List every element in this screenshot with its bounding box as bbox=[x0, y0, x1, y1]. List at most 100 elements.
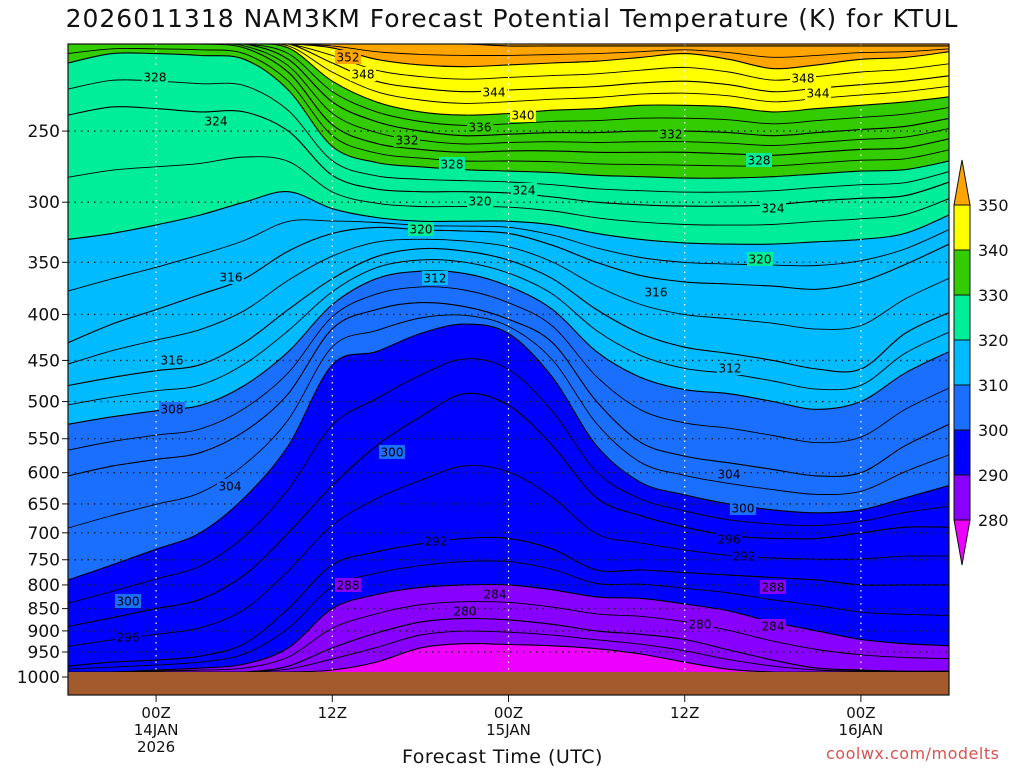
y-tick-label: 500 bbox=[28, 393, 60, 413]
y-tick-label: 400 bbox=[28, 305, 60, 325]
contour-label: 296 bbox=[117, 631, 140, 645]
colorbar-segment bbox=[953, 204, 971, 251]
contour-label: 312 bbox=[719, 362, 742, 376]
y-tick-label: 850 bbox=[28, 600, 60, 620]
y-tick-label: 700 bbox=[28, 524, 60, 544]
isentrope-line bbox=[68, 314, 949, 529]
x-tick-label: 2026 bbox=[137, 738, 175, 756]
contour-label: 292 bbox=[425, 535, 448, 549]
isentrope-line bbox=[68, 47, 949, 167]
colorbar-label: 350 bbox=[978, 196, 1009, 215]
contour-label: 284 bbox=[762, 620, 785, 634]
y-tick-label: 800 bbox=[28, 576, 60, 596]
isentrope-line bbox=[68, 301, 949, 478]
colorbar-segment bbox=[953, 429, 971, 476]
contour-label-bg bbox=[730, 501, 756, 515]
isentrope-line bbox=[68, 286, 949, 451]
contour-label-bg bbox=[716, 532, 742, 546]
x-tick-label: 12Z bbox=[670, 704, 699, 722]
y-tick-label: 750 bbox=[28, 551, 60, 571]
isentrope-line bbox=[68, 392, 949, 628]
credit-link[interactable]: coolwx.com/modelts bbox=[826, 744, 1000, 763]
contour-label: 316 bbox=[161, 354, 184, 368]
contour-label-bg bbox=[218, 270, 244, 284]
y-tick-label: 550 bbox=[28, 430, 60, 450]
isentrope-line bbox=[68, 44, 949, 116]
contour-label: 332 bbox=[396, 134, 419, 148]
contour-label-bg bbox=[423, 534, 449, 548]
contour-label: 320 bbox=[410, 223, 433, 237]
colorbar-label: 290 bbox=[978, 466, 1009, 485]
contour-label: 316 bbox=[220, 271, 243, 285]
contour-label-bg bbox=[394, 133, 420, 147]
contour-label-bg bbox=[452, 604, 478, 618]
contour-label-bg bbox=[731, 549, 757, 563]
contour-label-bg bbox=[643, 285, 669, 299]
contour-label-bg bbox=[658, 127, 684, 141]
contour-label-bg bbox=[335, 578, 361, 592]
contour-label-bg bbox=[159, 402, 185, 416]
contour-label: 348 bbox=[792, 72, 815, 86]
contour-label-bg bbox=[760, 580, 786, 594]
contour-label: 320 bbox=[469, 195, 492, 209]
x-tick-label: 14JAN bbox=[134, 721, 179, 739]
contour-label: 304 bbox=[219, 480, 242, 494]
contour-label: 344 bbox=[807, 87, 830, 101]
contour-label: 320 bbox=[749, 253, 772, 267]
colorbar-segment bbox=[953, 474, 971, 521]
x-tick-label: 00Z bbox=[846, 704, 875, 722]
contour-label-bg bbox=[350, 67, 376, 81]
contour-label-bg bbox=[716, 467, 742, 481]
isentrope-line bbox=[68, 259, 949, 406]
contour-label-bg bbox=[790, 71, 816, 85]
colorbar-segment bbox=[953, 249, 971, 296]
contour-label-bg bbox=[717, 361, 743, 375]
contour-label-bg bbox=[482, 587, 508, 601]
contour-label: 296 bbox=[718, 533, 741, 547]
colorbar-segment bbox=[953, 339, 971, 386]
y-tick-label: 450 bbox=[28, 351, 60, 371]
colorbar-segment bbox=[953, 294, 971, 341]
isentrope-line bbox=[68, 601, 949, 672]
contour-label: 300 bbox=[117, 595, 140, 609]
contour-label: 324 bbox=[205, 115, 228, 129]
contour-label-bg bbox=[760, 619, 786, 633]
contour-label-bg bbox=[115, 594, 141, 608]
contour-label-bg bbox=[467, 120, 493, 134]
contour-label: 328 bbox=[441, 158, 464, 172]
isentrope-line bbox=[68, 52, 949, 179]
contour-label-bg bbox=[481, 85, 507, 99]
isentrope-line bbox=[68, 270, 949, 425]
contour-label: 284 bbox=[484, 588, 507, 602]
contour-label: 324 bbox=[513, 184, 536, 198]
contour-label: 288 bbox=[337, 579, 360, 593]
y-tick-label: 1000 bbox=[17, 668, 60, 688]
contour-label: 328 bbox=[144, 71, 167, 85]
x-axis-label: Forecast Time (UTC) bbox=[402, 746, 603, 768]
contour-label-bg bbox=[746, 153, 772, 167]
colorbar-label: 340 bbox=[978, 241, 1009, 260]
contour-label: 288 bbox=[762, 581, 785, 595]
contour-label: 340 bbox=[512, 109, 535, 123]
y-tick-label: 600 bbox=[28, 464, 60, 484]
isentrope-line bbox=[68, 44, 949, 58]
isentrope-line bbox=[68, 106, 949, 207]
contour-label-bg bbox=[760, 201, 786, 215]
colorbar-label: 320 bbox=[978, 331, 1009, 350]
isentrope-line bbox=[68, 191, 949, 245]
x-tick-label: 15JAN bbox=[486, 721, 531, 739]
contour-label: 280 bbox=[454, 605, 477, 619]
y-tick-label: 900 bbox=[28, 622, 60, 642]
contour-label-bg bbox=[335, 50, 361, 64]
contour-label: 324 bbox=[762, 202, 785, 216]
colorbar-segment bbox=[953, 159, 971, 206]
contour-label: 348 bbox=[352, 68, 375, 82]
x-tick-label: 12Z bbox=[318, 704, 347, 722]
isentrope-line bbox=[68, 642, 949, 672]
x-tick-label: 00Z bbox=[494, 704, 523, 722]
contour-label: 352 bbox=[337, 51, 360, 65]
isentrope-line bbox=[68, 630, 949, 672]
contour-label: 312 bbox=[424, 272, 447, 286]
theta-band-fill bbox=[68, 643, 949, 672]
